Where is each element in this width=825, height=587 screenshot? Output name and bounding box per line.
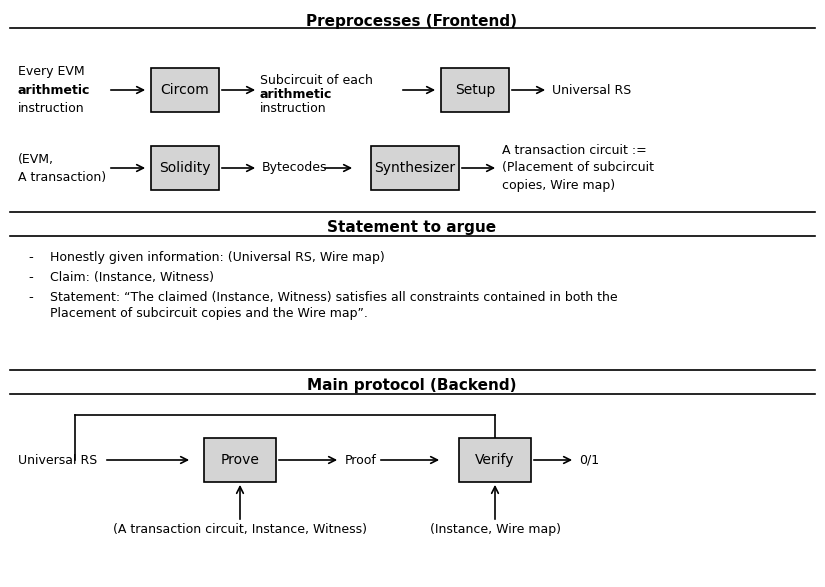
Text: Synthesizer: Synthesizer [375,161,455,175]
Text: (EVM,: (EVM, [18,153,54,166]
Text: Verify: Verify [475,453,515,467]
Bar [151,68,219,112]
Bar [204,438,276,482]
Text: Main protocol (Backend): Main protocol (Backend) [307,378,516,393]
Text: A transaction circuit :=: A transaction circuit := [502,143,647,157]
Text: Statement: “The claimed (Instance, Witness) satisfies all constraints contained : Statement: “The claimed (Instance, Witne… [50,292,618,305]
Text: -: - [28,272,33,285]
Text: Solidity: Solidity [159,161,210,175]
Text: Preprocesses (Frontend): Preprocesses (Frontend) [307,14,517,29]
Text: Statement to argue: Statement to argue [328,220,497,235]
Text: copies, Wire map): copies, Wire map) [502,180,615,193]
Text: (Placement of subcircuit: (Placement of subcircuit [502,161,654,174]
Text: Universal RS: Universal RS [18,454,97,467]
Text: Every EVM: Every EVM [18,66,85,79]
Text: arithmetic: arithmetic [18,83,91,96]
Text: Subcircuit of each: Subcircuit of each [260,73,373,86]
Text: instruction: instruction [18,102,85,114]
Text: arithmetic: arithmetic [260,87,332,100]
Text: Bytecodes: Bytecodes [262,161,328,174]
Text: Placement of subcircuit copies and the Wire map”.: Placement of subcircuit copies and the W… [50,308,368,321]
Text: Prove: Prove [220,453,259,467]
Text: -: - [28,292,33,305]
Text: instruction: instruction [260,102,327,114]
Text: Honestly given information: (Universal RS, Wire map): Honestly given information: (Universal R… [50,251,384,265]
Bar [441,68,509,112]
Text: Proof: Proof [345,454,377,467]
Text: Setup: Setup [455,83,495,97]
Bar [371,146,459,190]
Text: Universal RS: Universal RS [552,83,631,96]
Text: Circom: Circom [161,83,210,97]
Text: 0/1: 0/1 [579,454,599,467]
Text: (A transaction circuit, Instance, Witness): (A transaction circuit, Instance, Witnes… [113,524,367,537]
Text: A transaction): A transaction) [18,170,106,184]
Bar [459,438,531,482]
Text: -: - [28,251,33,265]
Text: (Instance, Wire map): (Instance, Wire map) [430,524,560,537]
Text: Claim: (Instance, Witness): Claim: (Instance, Witness) [50,272,214,285]
Bar [151,146,219,190]
